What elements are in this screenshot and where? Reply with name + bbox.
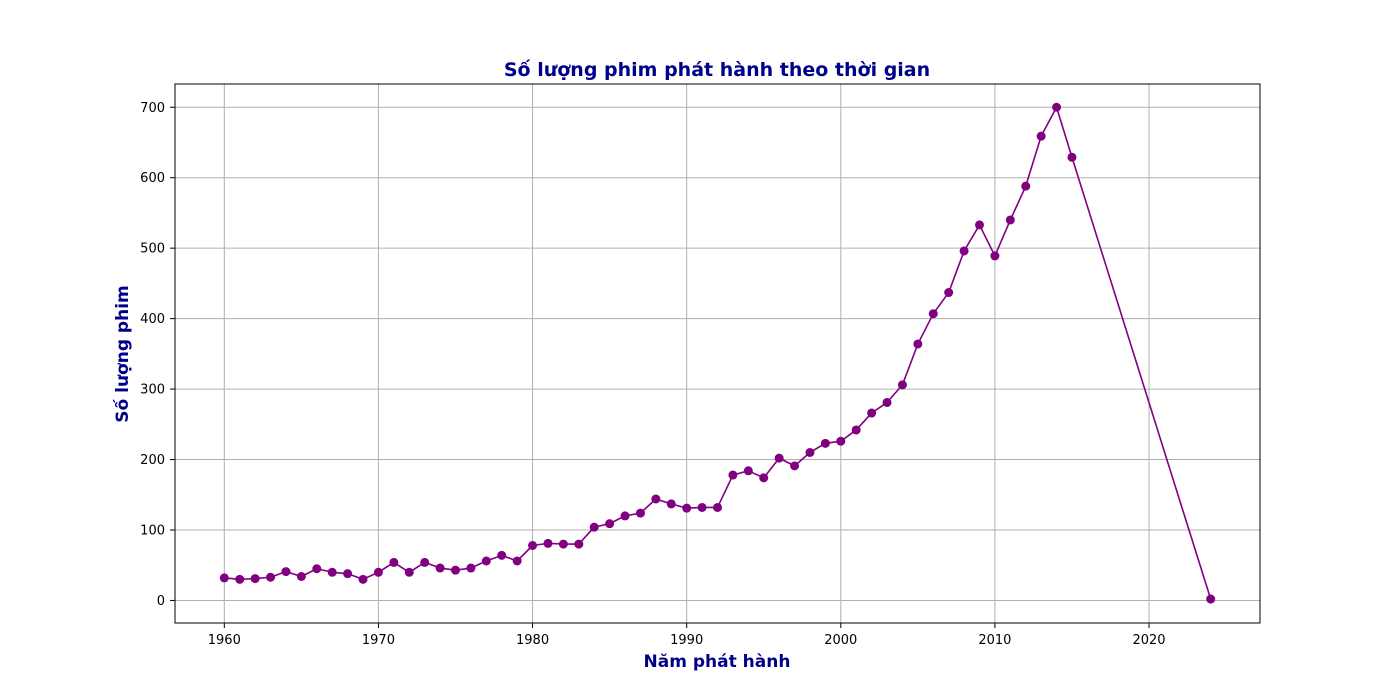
data-point: [435, 563, 445, 573]
data-point: [466, 563, 476, 573]
y-tick-label: 400: [140, 312, 165, 327]
data-point: [682, 503, 692, 513]
data-point: [805, 447, 815, 457]
data-point: [312, 564, 322, 574]
data-point: [1067, 152, 1077, 162]
x-axis-title: Năm phát hành: [644, 652, 791, 672]
data-point: [219, 573, 229, 583]
data-point: [481, 556, 491, 566]
data-point: [589, 522, 599, 532]
data-point: [497, 550, 507, 560]
y-tick-label: 100: [140, 523, 165, 538]
data-point: [558, 539, 568, 549]
chart-title: Số lượng phim phát hành theo thời gian: [504, 58, 930, 81]
data-point: [1005, 215, 1015, 225]
y-axis-title: Số lượng phim: [112, 285, 133, 422]
y-tick-label: 0: [157, 594, 165, 609]
grid-lines: [175, 84, 1260, 623]
data-point: [1036, 131, 1046, 141]
data-point: [420, 557, 430, 567]
data-point: [373, 567, 383, 577]
data-point: [713, 502, 722, 512]
data-point: [235, 574, 245, 584]
data-point: [944, 288, 954, 298]
data-point: [574, 539, 584, 549]
data-point: [759, 473, 769, 483]
x-tick-label: 2020: [1132, 633, 1165, 648]
data-point: [404, 567, 414, 577]
data-point: [1021, 181, 1031, 191]
data-point: [697, 502, 707, 512]
x-tick-label: 2010: [978, 633, 1011, 648]
data-point: [543, 538, 553, 548]
y-tick-label: 600: [140, 171, 165, 186]
data-point: [450, 565, 460, 575]
plot-frame: [174, 83, 1261, 624]
x-tick-label: 1970: [362, 633, 395, 648]
data-point: [728, 470, 738, 480]
data-point: [651, 494, 661, 504]
y-tick-label: 700: [140, 101, 165, 116]
y-tick-label: 500: [140, 242, 165, 257]
data-point: [620, 511, 630, 521]
axis-ticks: 1960 1970 1980 1990 2000 2010 2020 0 100 200 300 40…: [140, 101, 1165, 648]
data-point: [635, 508, 645, 518]
data-point: [774, 453, 784, 463]
data-point: [1206, 594, 1216, 604]
data-series: [219, 102, 1216, 604]
data-point: [990, 251, 1000, 261]
data-point: [882, 397, 892, 407]
y-tick-label: 200: [140, 453, 165, 468]
y-tick-label: 300: [140, 383, 165, 398]
data-point: [296, 571, 306, 581]
data-point: [266, 572, 276, 582]
data-point: [343, 569, 353, 579]
data-point: [281, 567, 291, 577]
x-tick-label: 1990: [670, 633, 703, 648]
data-point: [666, 499, 676, 509]
data-point: [1052, 102, 1062, 112]
data-point: [867, 408, 877, 418]
data-point: [836, 436, 846, 446]
data-point: [959, 246, 969, 256]
data-point: [389, 557, 399, 567]
data-point: [605, 519, 615, 529]
data-point: [250, 574, 260, 584]
data-point: [851, 425, 861, 435]
data-point: [743, 466, 753, 476]
x-tick-label: 1960: [208, 633, 241, 648]
data-point: [820, 438, 830, 448]
data-point: [327, 567, 337, 577]
data-point: [928, 309, 938, 319]
data-point: [528, 540, 538, 550]
data-point: [975, 220, 985, 230]
data-point: [790, 461, 800, 471]
x-tick-label: 1980: [516, 633, 549, 648]
data-point: [512, 556, 522, 566]
data-point: [358, 574, 368, 584]
series-line: [224, 106, 1212, 600]
x-tick-label: 2000: [824, 633, 857, 648]
data-point: [913, 339, 923, 349]
data-point: [897, 380, 907, 390]
